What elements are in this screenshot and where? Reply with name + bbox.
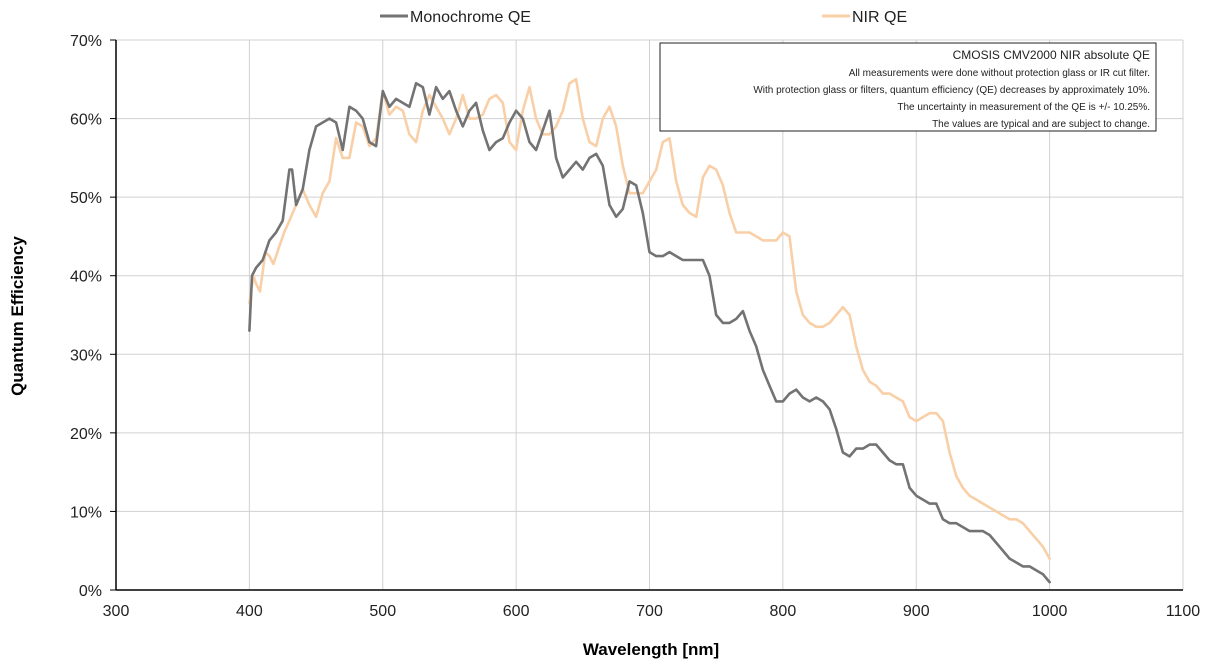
x-axis-title: Wavelength [nm]: [583, 640, 719, 659]
annotation-border: [659, 42, 1157, 132]
x-tick-label: 800: [770, 603, 797, 620]
x-tick-label: 1100: [1166, 603, 1201, 620]
annotation-line-2: With protection glass or filters, quantu…: [753, 85, 1150, 96]
x-tick-label: 600: [503, 603, 530, 620]
x-tick-label: 400: [236, 603, 263, 620]
y-tick-label: 50%: [70, 190, 102, 207]
legend: Monochrome QE NIR QE: [380, 9, 907, 26]
annotation-line-3: The uncertainty in measurement of the QE…: [897, 102, 1150, 113]
y-axis-title: Quantum Efficiency: [8, 236, 27, 396]
x-tick-label: 300: [103, 603, 130, 620]
x-tick-label: 700: [636, 603, 663, 620]
series-line-nir-qe: [248, 78, 1051, 560]
annotation-line-1: All measurements were done without prote…: [849, 68, 1150, 79]
y-tick-label: 0%: [79, 583, 102, 600]
annotation-title: CMOSIS CMV2000 NIR absolute QE: [953, 48, 1150, 62]
axes: [110, 39, 1183, 591]
x-tick-label: 500: [369, 603, 396, 620]
series-lines: [248, 78, 1051, 584]
series-line-monochrome-qe: [248, 81, 1051, 584]
y-tick-label: 70%: [70, 33, 102, 50]
x-tick-label: 1000: [1032, 603, 1068, 620]
annotation-line-4: The values are typical and are subject t…: [932, 119, 1150, 130]
legend-label-nir: NIR QE: [852, 9, 907, 26]
y-tick-label: 40%: [70, 269, 102, 286]
y-tick-label: 20%: [70, 426, 102, 443]
annotation-box: CMOSIS CMV2000 NIR absolute QE All measu…: [659, 42, 1157, 132]
legend-label-monochrome: Monochrome QE: [410, 9, 531, 26]
tick-labels: 300 400 500 600 700 800 900 1000 1100 0% 10% 20% 30%…: [70, 33, 1200, 620]
y-tick-label: 60%: [70, 112, 102, 129]
x-tick-label: 900: [903, 603, 930, 620]
y-tick-label: 30%: [70, 347, 102, 364]
y-tick-label: 10%: [70, 504, 102, 521]
